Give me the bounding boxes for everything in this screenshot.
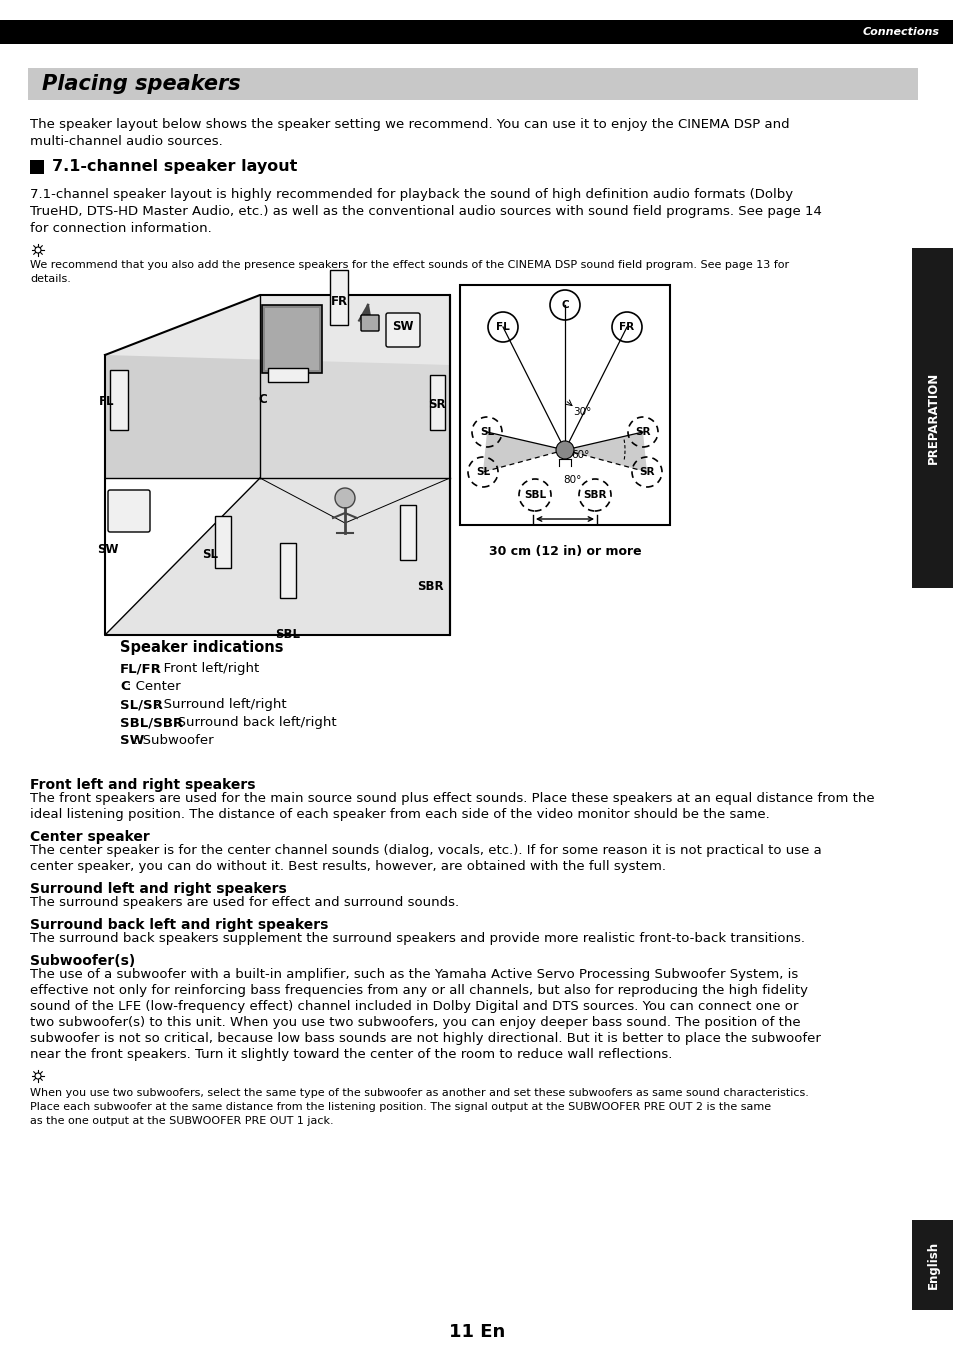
Text: Connections: Connections (862, 27, 939, 36)
Circle shape (556, 441, 574, 460)
Bar (262, 305, 322, 373)
Text: C: C (120, 679, 130, 693)
Text: Center speaker: Center speaker (30, 830, 150, 844)
Bar (110, 369, 128, 430)
Text: SL: SL (202, 549, 218, 561)
Text: FR: FR (330, 295, 347, 307)
Text: TrueHD, DTS-HD Master Audio, etc.) as well as the conventional audio sources wit: TrueHD, DTS-HD Master Audio, etc.) as we… (30, 205, 821, 218)
Text: C: C (560, 301, 568, 310)
Text: two subwoofer(s) to this unit. When you use two subwoofers, you can enjoy deeper: two subwoofer(s) to this unit. When you … (30, 1016, 800, 1029)
Bar (0, 20, 953, 44)
Text: subwoofer is not so critical, because low bass sounds are not highly directional: subwoofer is not so critical, because lo… (30, 1033, 820, 1045)
Text: : Center: : Center (127, 679, 180, 693)
Text: details.: details. (30, 274, 71, 284)
Text: SBL: SBL (275, 628, 300, 642)
Text: Placing speakers: Placing speakers (42, 74, 240, 94)
FancyBboxPatch shape (386, 313, 419, 346)
Text: SR: SR (428, 398, 445, 411)
Bar (265, 307, 318, 369)
Polygon shape (105, 295, 450, 365)
Text: FL: FL (496, 322, 509, 332)
Text: Surround back left and right speakers: Surround back left and right speakers (30, 918, 328, 931)
Text: SBR: SBR (582, 491, 606, 500)
Text: 80°: 80° (562, 474, 580, 485)
Text: The surround back speakers supplement the surround speakers and provide more rea: The surround back speakers supplement th… (30, 931, 804, 945)
Text: : Front left/right: : Front left/right (154, 662, 259, 675)
Text: ideal listening position. The distance of each speaker from each side of the vid: ideal listening position. The distance o… (30, 807, 769, 821)
Text: : Surround back left/right: : Surround back left/right (169, 716, 336, 729)
Bar (399, 506, 416, 559)
Text: When you use two subwoofers, select the same type of the subwoofer as another an: When you use two subwoofers, select the … (30, 1088, 808, 1099)
FancyBboxPatch shape (360, 315, 378, 332)
Text: FR: FR (618, 322, 634, 332)
Text: center speaker, you can do without it. Best results, however, are obtained with : center speaker, you can do without it. B… (30, 860, 665, 874)
Text: near the front speakers. Turn it slightly toward the center of the room to reduc: near the front speakers. Turn it slightl… (30, 1047, 672, 1061)
Polygon shape (105, 295, 260, 479)
Text: 30 cm (12 in) or more: 30 cm (12 in) or more (488, 545, 640, 558)
Text: effective not only for reinforcing bass frequencies from any or all channels, bu: effective not only for reinforcing bass … (30, 984, 807, 998)
Text: 11 En: 11 En (449, 1322, 504, 1341)
Text: The center speaker is for the center channel sounds (dialog, vocals, etc.). If f: The center speaker is for the center cha… (30, 844, 821, 857)
Text: Speaker indications: Speaker indications (120, 640, 283, 655)
Text: as the one output at the SUBWOOFER PRE OUT 1 jack.: as the one output at the SUBWOOFER PRE O… (30, 1116, 334, 1126)
Text: : Surround left/right: : Surround left/right (154, 698, 286, 710)
Bar (28, 67, 917, 100)
Text: SBR: SBR (416, 580, 443, 593)
Bar (214, 516, 231, 568)
Polygon shape (260, 295, 450, 479)
Circle shape (335, 488, 355, 508)
Bar (430, 375, 444, 430)
Text: C: C (258, 394, 267, 406)
Bar (280, 543, 295, 599)
Circle shape (35, 247, 41, 253)
Text: SW: SW (392, 319, 414, 333)
Text: 7.1-channel speaker layout: 7.1-channel speaker layout (52, 159, 297, 174)
Bar (459, 284, 669, 524)
Text: Subwoofer(s): Subwoofer(s) (30, 954, 135, 968)
Text: SL: SL (476, 466, 490, 477)
Text: SBL/SBR: SBL/SBR (120, 716, 183, 729)
Text: SW: SW (120, 735, 144, 747)
Text: SL: SL (479, 427, 494, 437)
Text: SW: SW (97, 543, 118, 555)
Polygon shape (564, 431, 646, 472)
Text: SBL: SBL (523, 491, 545, 500)
Text: The speaker layout below shows the speaker setting we recommend. You can use it : The speaker layout below shows the speak… (30, 119, 789, 131)
Text: 30°: 30° (573, 407, 591, 417)
Text: The use of a subwoofer with a built-in amplifier, such as the Yamaha Active Serv: The use of a subwoofer with a built-in a… (30, 968, 798, 981)
Bar (268, 368, 308, 381)
Text: for connection information.: for connection information. (30, 222, 212, 235)
Bar (911, 1220, 953, 1310)
Text: SR: SR (635, 427, 650, 437)
Text: We recommend that you also add the presence speakers for the effect sounds of th: We recommend that you also add the prese… (30, 260, 788, 270)
Text: FL: FL (99, 395, 114, 408)
Text: The front speakers are used for the main source sound plus effect sounds. Place : The front speakers are used for the main… (30, 793, 874, 805)
Polygon shape (105, 479, 450, 635)
Polygon shape (482, 431, 564, 472)
Text: SL/SR: SL/SR (120, 698, 163, 710)
Text: : Subwoofer: : Subwoofer (133, 735, 213, 747)
Text: Surround left and right speakers: Surround left and right speakers (30, 882, 287, 896)
Bar (330, 270, 348, 325)
Text: 60°: 60° (571, 450, 589, 460)
Text: sound of the LFE (low-frequency effect) channel included in Dolby Digital and DT: sound of the LFE (low-frequency effect) … (30, 1000, 798, 1012)
Bar (30, 160, 44, 174)
Text: English: English (925, 1242, 939, 1289)
FancyBboxPatch shape (108, 491, 150, 532)
Text: SR: SR (639, 466, 654, 477)
Text: Place each subwoofer at the same distance from the listening position. The signa: Place each subwoofer at the same distanc… (30, 1103, 770, 1112)
Circle shape (35, 1073, 41, 1078)
Text: 7.1-channel speaker layout is highly recommended for playback the sound of high : 7.1-channel speaker layout is highly rec… (30, 187, 792, 201)
Text: The surround speakers are used for effect and surround sounds.: The surround speakers are used for effec… (30, 896, 458, 909)
Text: multi-channel audio sources.: multi-channel audio sources. (30, 135, 222, 148)
Bar (911, 248, 953, 588)
Text: Front left and right speakers: Front left and right speakers (30, 778, 255, 793)
Text: PREPARATION: PREPARATION (925, 372, 939, 464)
Text: FL/FR: FL/FR (120, 662, 162, 675)
